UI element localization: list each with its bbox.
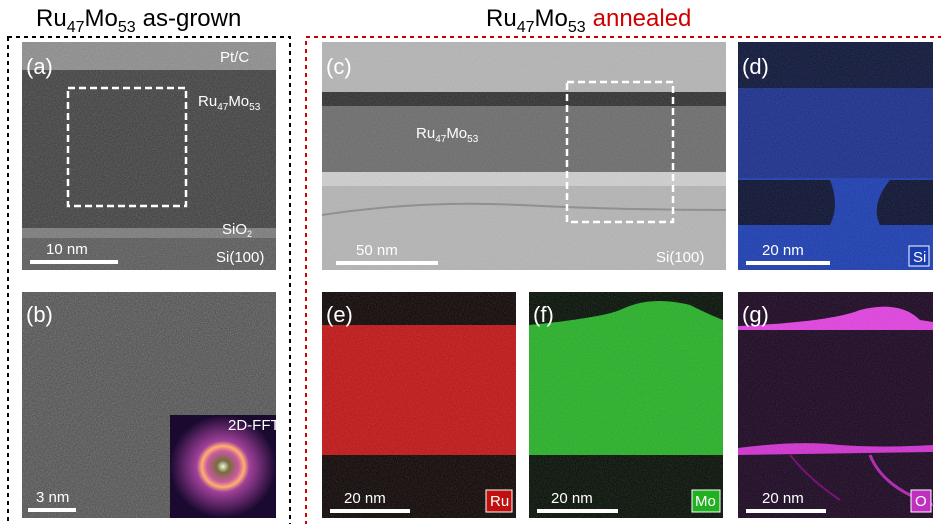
text-part: Ru — [198, 93, 217, 110]
text-part: as-grown — [143, 5, 242, 32]
panel-d: (d) 20 nm Si — [738, 42, 933, 270]
element-label: Mo — [695, 493, 716, 510]
element-label: Si — [913, 249, 926, 266]
panel-b: (b) 2D-FFT 3 nm — [22, 292, 280, 518]
element-label: O — [915, 493, 927, 510]
text-part: Mo — [534, 5, 567, 32]
panel-label: (a) — [26, 54, 53, 79]
figure: Ru47Mo53as-grown Ru47Mo53annealed (a) Pt… — [0, 0, 941, 524]
panel-f: (f) 20 nm Mo — [529, 292, 723, 518]
text-part: 47 — [435, 134, 447, 145]
scale-bar-label: 10 nm — [46, 241, 88, 258]
text-part: Ru — [486, 5, 517, 32]
panel-a: (a) Pt/C Ru47Mo53 SiO2 Si(100) 10 nm — [22, 42, 276, 270]
panel-label: (c) — [326, 54, 352, 79]
page: {"titles": { "left": {"formula": ["Ru", … — [0, 0, 941, 524]
text-part: 47 — [67, 19, 85, 36]
panel-label: (b) — [26, 302, 53, 327]
text-part: Mo — [84, 5, 117, 32]
element-label: Ru — [490, 493, 509, 510]
text-part: 47 — [217, 102, 229, 113]
scale-bar-label: 50 nm — [356, 242, 398, 259]
text-part: 2 — [247, 229, 252, 239]
scale-bar-label: 20 nm — [344, 490, 386, 507]
text-part: 53 — [118, 19, 136, 36]
layer-label: Si(100) — [216, 249, 264, 266]
panel-c: (c) Ru47Mo53 50 nm Si(100) — [322, 42, 726, 270]
title-left: Ru47Mo53 as-grown — [36, 5, 241, 36]
text-part: SiO — [222, 221, 247, 238]
layer-label: Pt/C — [220, 49, 249, 66]
text-part: 53 — [249, 102, 261, 113]
scale-bar-label: 20 nm — [762, 242, 804, 259]
text-part: annealed — [593, 5, 692, 32]
panel-e: (e) 20 nm Ru — [322, 292, 516, 518]
panel-g: (g) 20 nm O — [738, 292, 933, 518]
text-part: 53 — [568, 19, 586, 36]
layer-label: Si(100) — [656, 249, 704, 266]
scale-bar-label: 3 nm — [36, 489, 69, 506]
panel-label: (d) — [742, 54, 769, 79]
inset-label: 2D-FFT — [228, 417, 280, 434]
panel-label: (e) — [326, 302, 353, 327]
scale-bar-label: 20 nm — [551, 490, 593, 507]
text-part: Ru — [36, 5, 67, 32]
text-part: Mo — [228, 93, 249, 110]
text-part: Ru — [416, 125, 435, 142]
text-part: 47 — [517, 19, 535, 36]
text-part: Mo — [446, 125, 467, 142]
text-part: 53 — [467, 134, 479, 145]
title-right: Ru47Mo53 annealed — [486, 5, 691, 36]
panel-label: (f) — [533, 302, 554, 327]
panel-label: (g) — [742, 302, 769, 327]
scale-bar-label: 20 nm — [762, 490, 804, 507]
